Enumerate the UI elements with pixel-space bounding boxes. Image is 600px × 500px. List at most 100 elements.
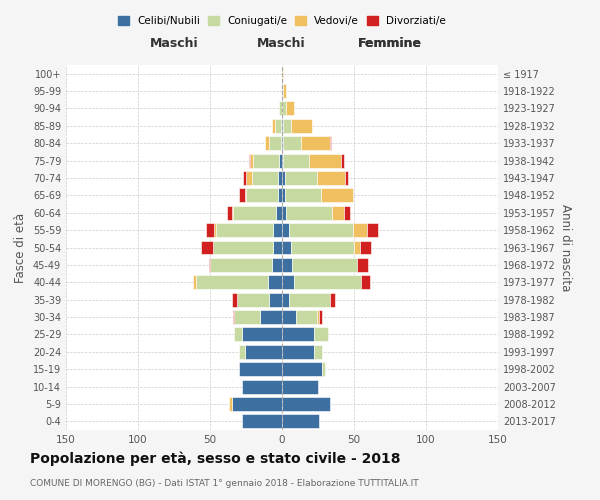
Bar <box>238 292 269 306</box>
Bar <box>278 171 282 185</box>
Bar <box>361 276 370 289</box>
Bar <box>227 206 232 220</box>
Y-axis label: Fasce di età: Fasce di età <box>14 212 27 282</box>
Bar <box>314 328 328 342</box>
Bar <box>329 292 335 306</box>
Bar <box>214 223 216 237</box>
Bar <box>282 154 283 168</box>
Bar <box>206 223 214 237</box>
Bar <box>235 310 260 324</box>
Bar <box>282 397 329 411</box>
Bar <box>239 362 282 376</box>
Bar <box>216 223 274 237</box>
Y-axis label: Anni di nascita: Anni di nascita <box>559 204 572 291</box>
Bar <box>272 258 282 272</box>
Bar <box>272 119 275 133</box>
Bar <box>233 310 235 324</box>
Bar <box>289 292 329 306</box>
Bar <box>319 310 322 324</box>
Bar <box>232 292 238 306</box>
Bar <box>332 206 344 220</box>
Bar <box>265 136 269 150</box>
Bar <box>232 397 282 411</box>
Bar <box>290 119 312 133</box>
Bar <box>242 380 282 394</box>
Bar <box>282 206 286 220</box>
Bar <box>232 206 233 220</box>
Bar <box>282 188 285 202</box>
Bar <box>282 362 322 376</box>
Bar <box>193 276 196 289</box>
Bar <box>290 240 354 254</box>
Bar <box>282 66 283 80</box>
Bar <box>210 258 272 272</box>
Bar <box>317 171 346 185</box>
Bar <box>353 223 367 237</box>
Bar <box>301 136 329 150</box>
Bar <box>282 102 286 116</box>
Bar <box>209 258 210 272</box>
Text: Femmine: Femmine <box>358 38 422 51</box>
Bar <box>285 171 317 185</box>
Bar <box>249 154 250 168</box>
Bar <box>360 240 371 254</box>
Bar <box>276 206 282 220</box>
Legend: Celibi/Nubili, Coniugati/e, Vedovi/e, Divorziati/e: Celibi/Nubili, Coniugati/e, Vedovi/e, Di… <box>114 12 450 30</box>
Text: Maschi: Maschi <box>149 38 199 51</box>
Bar <box>278 188 282 202</box>
Bar <box>282 84 283 98</box>
Bar <box>246 188 278 202</box>
Bar <box>322 362 325 376</box>
Bar <box>317 310 319 324</box>
Bar <box>283 154 310 168</box>
Bar <box>293 276 361 289</box>
Bar <box>283 136 301 150</box>
Bar <box>282 223 289 237</box>
Bar <box>282 171 285 185</box>
Bar <box>341 154 344 168</box>
Bar <box>279 154 282 168</box>
Bar <box>367 223 379 237</box>
Bar <box>282 276 293 289</box>
Bar <box>274 240 282 254</box>
Bar <box>283 119 290 133</box>
Bar <box>285 188 321 202</box>
Bar <box>282 136 283 150</box>
Bar <box>242 328 282 342</box>
Bar <box>286 102 293 116</box>
Bar <box>245 188 246 202</box>
Bar <box>253 154 279 168</box>
Bar <box>275 119 281 133</box>
Bar <box>268 276 282 289</box>
Bar <box>239 345 245 358</box>
Bar <box>310 154 341 168</box>
Bar <box>239 188 245 202</box>
Bar <box>245 345 282 358</box>
Bar <box>286 206 332 220</box>
Bar <box>321 188 353 202</box>
Bar <box>250 154 253 168</box>
Bar <box>235 328 242 342</box>
Bar <box>274 223 282 237</box>
Bar <box>269 292 282 306</box>
Text: Femmine: Femmine <box>358 38 422 51</box>
Bar <box>196 276 268 289</box>
Bar <box>246 171 252 185</box>
Bar <box>252 171 278 185</box>
Bar <box>282 380 318 394</box>
Bar <box>282 119 283 133</box>
Bar <box>283 84 286 98</box>
Bar <box>242 414 282 428</box>
Text: COMUNE DI MORENGO (BG) - Dati ISTAT 1° gennaio 2018 - Elaborazione TUTTITALIA.IT: COMUNE DI MORENGO (BG) - Dati ISTAT 1° g… <box>30 479 419 488</box>
Bar <box>233 206 276 220</box>
Bar <box>344 206 350 220</box>
Bar <box>282 414 319 428</box>
Bar <box>279 102 282 116</box>
Bar <box>213 240 274 254</box>
Bar <box>269 136 281 150</box>
Bar <box>202 240 213 254</box>
Bar <box>354 240 360 254</box>
Bar <box>229 397 232 411</box>
Bar <box>282 258 292 272</box>
Bar <box>292 258 357 272</box>
